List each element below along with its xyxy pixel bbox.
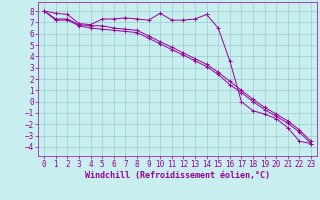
X-axis label: Windchill (Refroidissement éolien,°C): Windchill (Refroidissement éolien,°C) [85, 171, 270, 180]
